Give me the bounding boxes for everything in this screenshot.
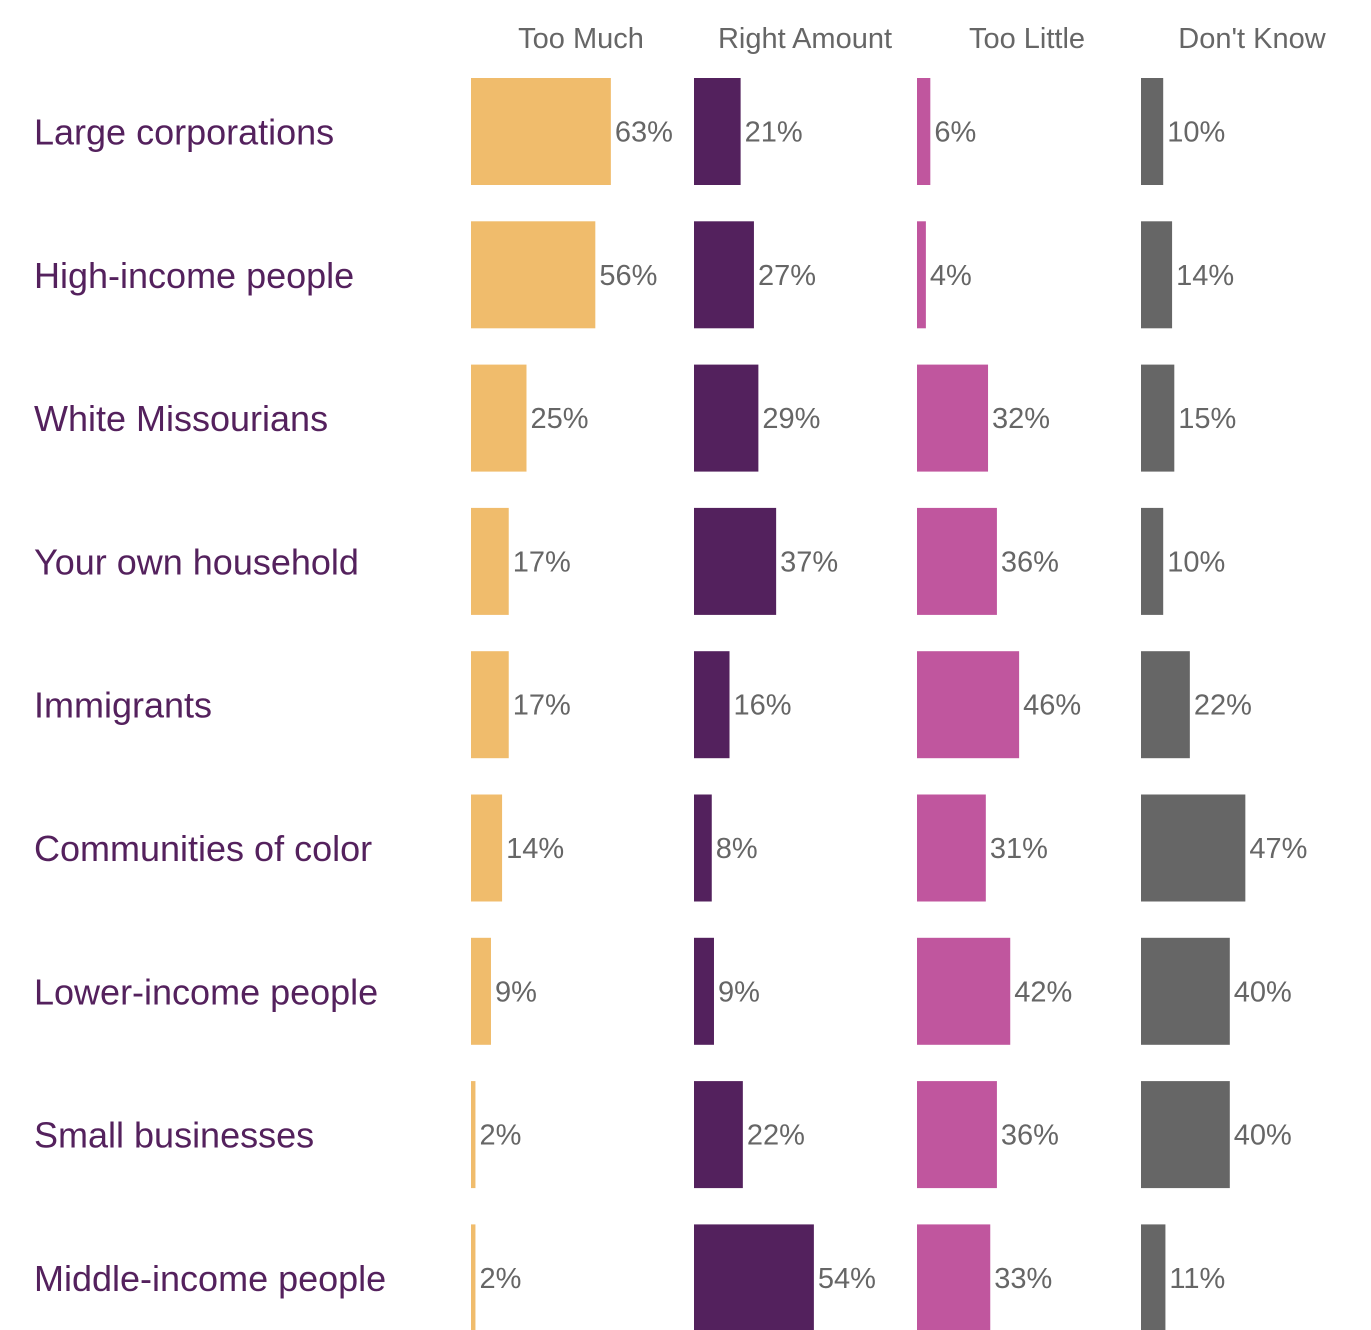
value-label-don-t-know-large-corporations: 10% [1167,117,1225,149]
column-header-right-amount: Right Amount [718,23,892,55]
value-label-right-amount-high-income-people: 27% [758,260,816,292]
value-label-don-t-know-white-missourians: 15% [1178,403,1236,435]
bar-right-amount-middle-income-people [694,1224,814,1330]
value-label-don-t-know-your-own-household: 10% [1167,546,1225,578]
value-label-too-much-large-corporations: 63% [615,117,673,149]
value-labels: 63% 21% 6% 10% 56% 27% 4% 14% 25% 29% 32% 15% 17% 37%… [479,117,1307,1295]
column-header-too-much: Too Much [518,23,644,55]
bar-too-little-lower-income-people [917,937,1011,1045]
value-label-right-amount-immigrants: 16% [734,690,792,722]
bar-don-t-know-high-income-people [1141,221,1173,329]
column-header-don-t-know: Don't Know [1178,23,1326,55]
value-label-too-little-large-corporations: 6% [934,117,976,149]
column-header-too-little: Too Little [969,23,1085,55]
value-label-don-t-know-small-businesses: 40% [1234,1120,1292,1152]
bar-right-amount-small-businesses [694,1081,743,1189]
value-label-too-much-lower-income-people: 9% [495,976,537,1008]
value-label-don-t-know-lower-income-people: 40% [1234,976,1292,1008]
bar-don-t-know-your-own-household [1141,507,1164,615]
value-label-too-little-lower-income-people: 42% [1014,976,1072,1008]
value-label-don-t-know-high-income-people: 14% [1176,260,1234,292]
bar-too-much-large-corporations [471,78,611,185]
row-label-large-corporations: Large corporations [34,112,334,153]
bar-right-amount-communities-of-color [694,794,712,902]
row-label-small-businesses: Small businesses [34,1115,314,1156]
bar-don-t-know-immigrants [1141,651,1190,759]
row-label-white-missourians: White Missourians [34,398,328,439]
value-label-too-little-communities-of-color: 31% [990,833,1048,865]
value-label-too-much-white-missourians: 25% [531,403,589,435]
value-label-don-t-know-middle-income-people: 11% [1169,1263,1225,1295]
value-label-too-much-small-businesses: 2% [479,1120,521,1152]
value-label-too-little-high-income-people: 4% [930,260,972,292]
value-label-don-t-know-communities-of-color: 47% [1249,833,1307,865]
value-label-too-much-communities-of-color: 14% [506,833,564,865]
value-label-right-amount-white-missourians: 29% [762,403,820,435]
value-label-right-amount-your-own-household: 37% [780,546,838,578]
row-label-your-own-household: Your own household [34,541,359,582]
bar-don-t-know-small-businesses [1141,1081,1230,1189]
value-label-right-amount-large-corporations: 21% [745,117,803,149]
value-label-too-little-your-own-household: 36% [1001,546,1059,578]
bar-don-t-know-large-corporations [1141,78,1164,185]
bar-too-much-immigrants [471,651,509,759]
bar-too-much-middle-income-people [471,1224,476,1330]
bar-right-amount-your-own-household [694,507,777,615]
bar-don-t-know-communities-of-color [1141,794,1246,902]
row-label-high-income-people: High-income people [34,255,354,296]
value-label-too-much-immigrants: 17% [513,690,571,722]
bar-too-little-white-missourians [917,364,989,472]
category-labels: Large corporations High-income people Whit… [34,112,386,1299]
row-label-lower-income-people: Lower-income people [34,971,378,1012]
bar-too-much-high-income-people [471,221,596,329]
value-label-too-little-white-missourians: 32% [992,403,1050,435]
bar-too-much-communities-of-color [471,794,503,902]
value-label-right-amount-small-businesses: 22% [747,1120,805,1152]
value-label-right-amount-communities-of-color: 8% [716,833,758,865]
bar-don-t-know-middle-income-people [1141,1224,1166,1330]
bar-too-little-immigrants [917,651,1020,759]
value-label-too-little-small-businesses: 36% [1001,1120,1059,1152]
row-label-middle-income-people: Middle-income people [34,1258,386,1299]
bar-too-little-communities-of-color [917,794,986,902]
bar-too-much-lower-income-people [471,937,491,1045]
bar-too-little-small-businesses [917,1081,997,1189]
bar-too-little-high-income-people [917,221,926,329]
bar-too-little-your-own-household [917,507,997,615]
bar-right-amount-high-income-people [694,221,754,329]
value-label-right-amount-lower-income-people: 9% [718,976,760,1008]
bar-too-little-large-corporations [917,78,931,185]
bar-don-t-know-white-missourians [1141,364,1175,472]
value-label-too-little-middle-income-people: 33% [994,1263,1052,1295]
bar-right-amount-lower-income-people [694,937,714,1045]
value-label-don-t-know-immigrants: 22% [1194,690,1252,722]
bar-too-much-small-businesses [471,1081,476,1189]
bar-right-amount-immigrants [694,651,730,759]
value-label-too-little-immigrants: 46% [1023,690,1081,722]
row-label-communities-of-color: Communities of color [34,828,372,869]
bar-too-much-white-missourians [471,364,527,472]
value-label-right-amount-middle-income-people: 54% [818,1263,876,1295]
bars [471,78,1246,1330]
column-headers: Too Much Right Amount Too Little Don't Know [518,23,1327,55]
bar-don-t-know-lower-income-people [1141,937,1230,1045]
row-label-immigrants: Immigrants [34,685,212,726]
value-label-too-much-high-income-people: 56% [599,260,657,292]
value-label-too-much-middle-income-people: 2% [479,1263,521,1295]
value-label-too-much-your-own-household: 17% [513,546,571,578]
bar-too-much-your-own-household [471,507,509,615]
bar-right-amount-white-missourians [694,364,759,472]
bar-right-amount-large-corporations [694,78,741,185]
bar-too-little-middle-income-people [917,1224,991,1330]
